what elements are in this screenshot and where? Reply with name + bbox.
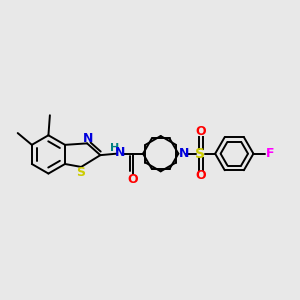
Text: S: S (76, 166, 85, 179)
Text: F: F (266, 147, 274, 160)
Text: O: O (128, 173, 138, 186)
Text: H: H (110, 143, 119, 153)
Text: N: N (178, 147, 189, 160)
Text: S: S (195, 147, 206, 161)
Text: O: O (195, 169, 206, 182)
Text: N: N (82, 132, 93, 145)
Text: O: O (195, 125, 206, 138)
Text: N: N (115, 146, 125, 159)
